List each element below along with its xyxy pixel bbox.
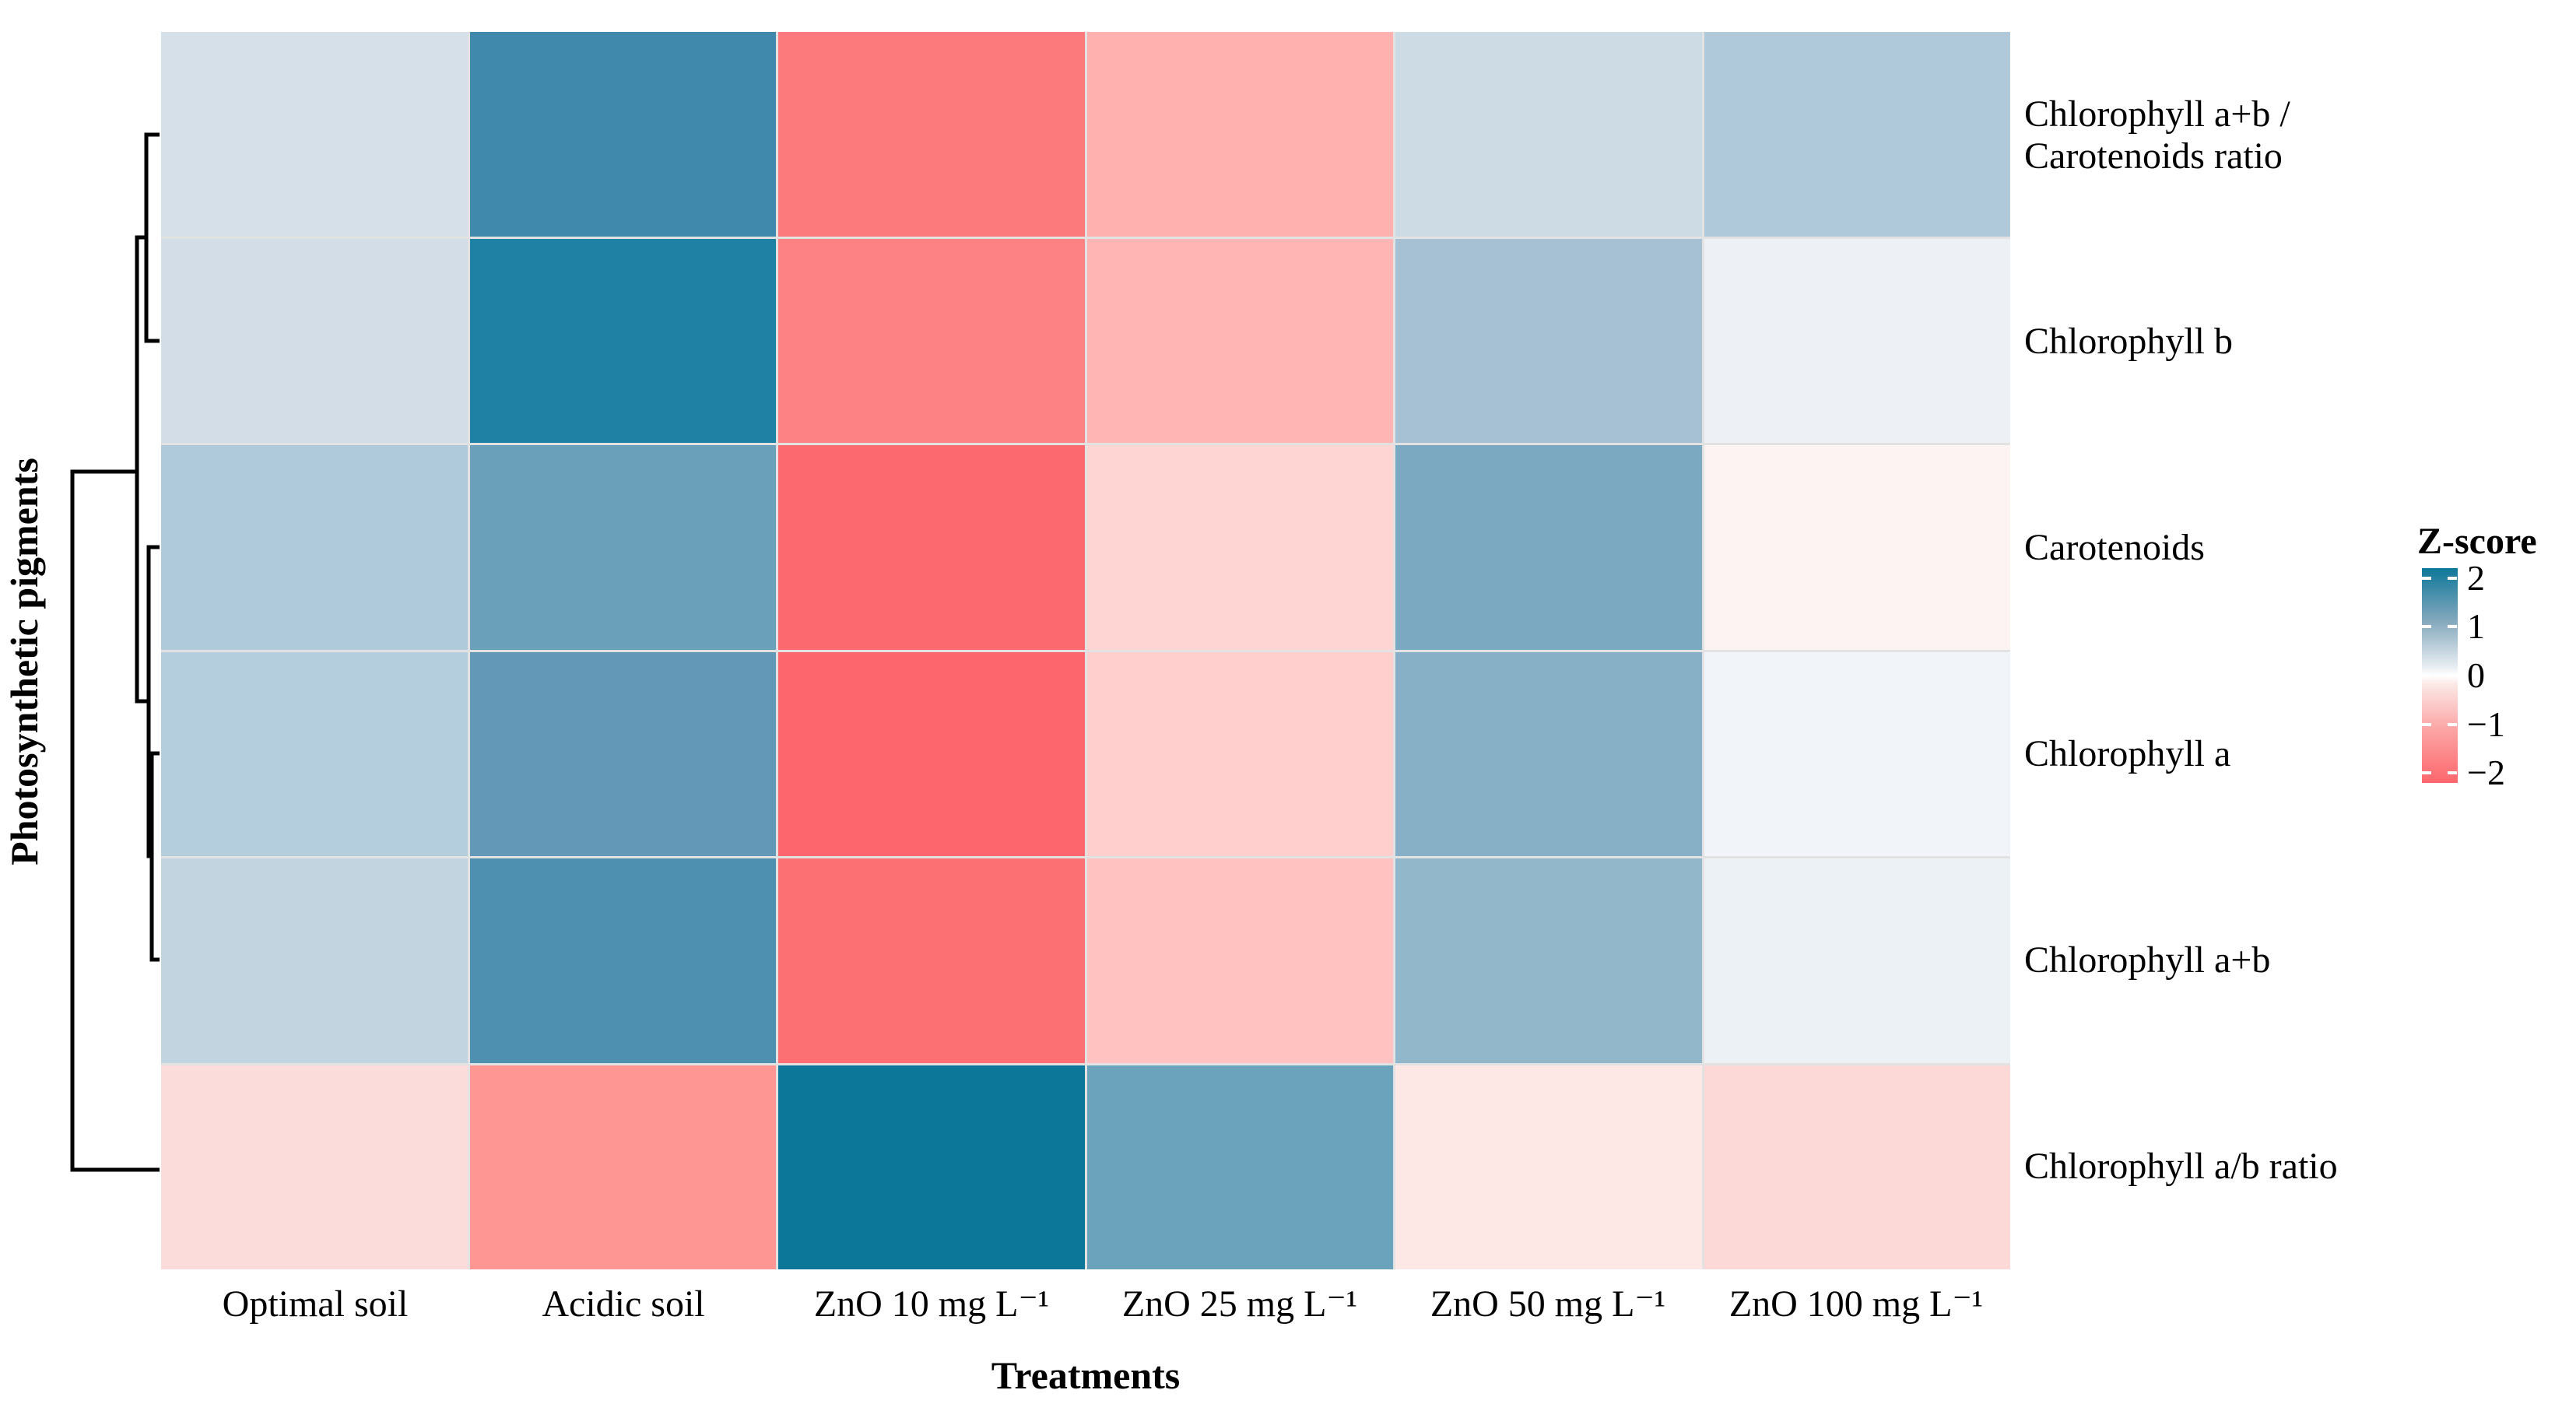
dendrogram-node-row3-cluster bbox=[146, 545, 160, 858]
x-axis-tick-labels: Optimal soil Acidic soil ZnO 10 mg L⁻¹ ZnO … bbox=[161, 1281, 2010, 1331]
heatmap-grid bbox=[161, 32, 2010, 1269]
heatmap-cell-r5c1 bbox=[161, 858, 468, 1063]
legend-title: Z-score bbox=[2417, 521, 2537, 562]
legend-tick-mark bbox=[2422, 576, 2431, 580]
legend-tick-label-3: 0 bbox=[2467, 655, 2485, 695]
heatmap-cell-r6c5 bbox=[1395, 1065, 1702, 1269]
heatmap-cell-r4c6 bbox=[1704, 651, 2010, 856]
heatmap-cell-r6c1 bbox=[161, 1065, 468, 1269]
heatmap-cell-r4c2 bbox=[469, 651, 776, 856]
heatmap-cell-r1c5 bbox=[1395, 32, 1702, 237]
heatmap-cell-r5c4 bbox=[1086, 858, 1393, 1063]
heatmap-cell-r4c4 bbox=[1086, 651, 1393, 856]
x-tick-label-1: Optimal soil bbox=[222, 1283, 409, 1325]
y-tick-label-1: Chlorophyll a+b / Carotenoids ratio bbox=[2024, 93, 2290, 177]
heatmap-cell-r2c2 bbox=[469, 238, 776, 443]
legend-tick-label-1: 2 bbox=[2467, 557, 2485, 598]
heatmap-cell-r6c2 bbox=[469, 1065, 776, 1269]
row-dendrogram bbox=[70, 132, 160, 1172]
y-tick-label-2: Chlorophyll b bbox=[2024, 320, 2234, 362]
dendrogram-node-upper-cluster bbox=[135, 235, 149, 704]
y-axis-title: Photosynthetic pigments bbox=[2, 458, 46, 865]
heatmap-cell-r6c3 bbox=[778, 1065, 1085, 1269]
x-axis-title: Treatments bbox=[991, 1353, 1181, 1397]
heatmap-cell-r1c2 bbox=[469, 32, 776, 237]
x-tick-label-6: ZnO 100 mg L⁻¹ bbox=[1728, 1283, 1984, 1325]
heatmap-cell-r3c2 bbox=[469, 445, 776, 650]
legend-tick-label-5: −2 bbox=[2467, 753, 2505, 793]
dendrogram-root-node bbox=[70, 469, 160, 1172]
y-tick-label-5: Chlorophyll a+b bbox=[2024, 939, 2271, 981]
heatmap-cell-r1c1 bbox=[161, 32, 468, 237]
heatmap-cell-r6c4 bbox=[1086, 1065, 1393, 1269]
legend-tick-mark bbox=[2422, 722, 2431, 726]
legend-tick-mark bbox=[2448, 722, 2457, 726]
legend-tick-mark bbox=[2448, 674, 2457, 677]
heatmap-cell-r4c1 bbox=[161, 651, 468, 856]
heatmap-cell-r3c1 bbox=[161, 445, 468, 650]
legend-tick-mark bbox=[2448, 576, 2457, 580]
y-axis-tick-labels: Chlorophyll a+b / Carotenoids ratio Chlor… bbox=[2024, 32, 2561, 1269]
x-tick-label-3: ZnO 10 mg L⁻¹ bbox=[813, 1283, 1050, 1325]
heatmap-cell-r3c3 bbox=[778, 445, 1085, 650]
heatmap-cell-r2c1 bbox=[161, 238, 468, 443]
heatmap-cell-r1c6 bbox=[1704, 32, 2010, 237]
legend-tick-label-4: −1 bbox=[2467, 704, 2505, 744]
x-tick-label-5: ZnO 50 mg L⁻¹ bbox=[1430, 1283, 1666, 1325]
heatmap-cell-r5c6 bbox=[1704, 858, 2010, 1063]
legend-tick-label-2: 1 bbox=[2467, 606, 2485, 647]
legend-tick-mark bbox=[2422, 771, 2431, 775]
heatmap-cell-r3c5 bbox=[1395, 445, 1702, 650]
heatmap-cell-r1c3 bbox=[778, 32, 1085, 237]
heatmap-cell-r1c4 bbox=[1086, 32, 1393, 237]
legend-tick-mark bbox=[2448, 771, 2457, 775]
y-tick-label-4: Chlorophyll a bbox=[2024, 732, 2231, 774]
legend-tick-mark bbox=[2448, 625, 2457, 629]
legend-tick-mark bbox=[2422, 625, 2431, 629]
heatmap-cell-r3c4 bbox=[1086, 445, 1393, 650]
heatmap-cell-r5c5 bbox=[1395, 858, 1702, 1063]
heatmap-cell-r4c3 bbox=[778, 651, 1085, 856]
dendrogram-node-rows-4-5 bbox=[149, 751, 160, 962]
heatmap-cell-r2c6 bbox=[1704, 238, 2010, 443]
heatmap-cell-r5c3 bbox=[778, 858, 1085, 1063]
y-tick-label-6: Chlorophyll a/b ratio bbox=[2024, 1145, 2338, 1187]
heatmap-cell-r2c3 bbox=[778, 238, 1085, 443]
y-tick-label-3: Carotenoids bbox=[2024, 526, 2205, 568]
x-tick-label-2: Acidic soil bbox=[542, 1283, 705, 1325]
heatmap-cell-r3c6 bbox=[1704, 445, 2010, 650]
heatmap-cell-r4c5 bbox=[1395, 651, 1702, 856]
heatmap-cell-r2c5 bbox=[1395, 238, 1702, 443]
heatmap-cell-r2c4 bbox=[1086, 238, 1393, 443]
x-tick-label-4: ZnO 25 mg L⁻¹ bbox=[1121, 1283, 1358, 1325]
heatmap-cell-r5c2 bbox=[469, 858, 776, 1063]
heatmap-cell-r6c6 bbox=[1704, 1065, 2010, 1269]
dendrogram-node-rows-1-2 bbox=[144, 132, 160, 343]
legend-tick-mark bbox=[2422, 674, 2431, 677]
